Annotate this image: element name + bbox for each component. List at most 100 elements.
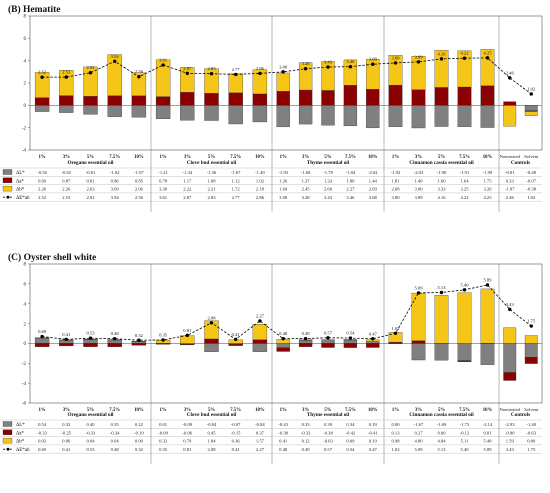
point-delta-e bbox=[393, 331, 398, 336]
point-delta-e bbox=[113, 336, 117, 341]
bar-delta-a bbox=[321, 343, 335, 348]
bar-delta-l bbox=[366, 105, 380, 129]
table-cell: 0.32 bbox=[62, 422, 71, 427]
table-cell: 5.48 bbox=[483, 439, 492, 444]
table-cell: 0.01 bbox=[159, 422, 168, 427]
x-tick-label: 5% bbox=[324, 408, 331, 413]
x-tick-label: 7.5% bbox=[109, 408, 120, 413]
x-tick-label: 5% bbox=[208, 155, 215, 160]
table-cell: 1.08 bbox=[207, 178, 216, 183]
bar-delta-a bbox=[298, 343, 313, 347]
legend-swatch-dL bbox=[2, 421, 13, 427]
table-cell: -1.40 bbox=[526, 422, 536, 427]
table-cell: 0.22 bbox=[135, 422, 144, 427]
bar-delta-l bbox=[411, 105, 426, 129]
table-cell: 0.45 bbox=[207, 430, 216, 435]
data-label-delta-e: 5.89 bbox=[483, 277, 492, 282]
x-tick-label: 3% bbox=[302, 155, 309, 160]
bar-delta-a bbox=[411, 89, 426, 106]
bar-delta-l bbox=[276, 343, 290, 348]
table-cell: -1.07 bbox=[134, 170, 144, 175]
table-cell: 0.41 bbox=[62, 447, 71, 452]
table-cell: 2.27 bbox=[346, 187, 355, 192]
table-cell: 3.89 bbox=[414, 195, 423, 200]
table-cell: -1.67 bbox=[231, 170, 241, 175]
data-label-delta-e: 0.69 bbox=[38, 329, 47, 334]
table-cell: -0.25 bbox=[62, 430, 72, 435]
bar-delta-a bbox=[59, 95, 74, 106]
bar-delta-a bbox=[343, 85, 358, 106]
group-label: Clove bud essential oil bbox=[187, 412, 237, 418]
point-delta-e bbox=[508, 76, 512, 80]
bar-delta-l bbox=[252, 343, 268, 352]
group-label: Controls bbox=[511, 412, 530, 418]
y-tick-label: 2 bbox=[24, 82, 27, 87]
table-cell: -0.56 bbox=[37, 170, 47, 175]
bar-delta-l bbox=[204, 105, 219, 121]
bar-delta-b bbox=[252, 324, 268, 340]
bar-delta-l bbox=[204, 343, 219, 352]
table-cell: -0.07 bbox=[231, 422, 241, 427]
bar-delta-l bbox=[276, 105, 290, 128]
table-cell: -1.68 bbox=[301, 170, 311, 175]
x-tick-label: 5% bbox=[438, 155, 445, 160]
table-cell: 2.27 bbox=[256, 447, 265, 452]
bar-delta-a bbox=[131, 343, 147, 346]
point-delta-e bbox=[137, 338, 141, 342]
x-tick-label: 10% bbox=[134, 408, 144, 413]
table-cell: 2.92 bbox=[86, 195, 95, 200]
table-cell: 2.06 bbox=[135, 187, 144, 192]
point-delta-e bbox=[416, 60, 421, 64]
table-cell: -0.07 bbox=[526, 178, 536, 183]
point-delta-e bbox=[40, 75, 44, 79]
table-cell: -0.33 bbox=[86, 430, 96, 435]
y-tick-label: 4 bbox=[24, 59, 27, 64]
table-cell: 3.69 bbox=[111, 187, 120, 192]
bar-delta-b bbox=[321, 61, 335, 91]
table-cell: 0.48 bbox=[111, 447, 120, 452]
bar-delta-a bbox=[434, 87, 449, 106]
x-tick-label: 1% bbox=[159, 155, 166, 160]
data-label-delta-e: 5.40 bbox=[460, 282, 469, 287]
legend-label: ΔL* bbox=[16, 171, 25, 176]
bar-delta-l bbox=[83, 339, 98, 344]
table-cell: 1.60 bbox=[437, 178, 446, 183]
table-cell: 0.35 bbox=[111, 422, 120, 427]
bar-delta-b bbox=[34, 72, 50, 98]
table-cell: -1.49 bbox=[255, 170, 265, 175]
table-cell: 0.41 bbox=[279, 439, 288, 444]
bar-delta-a bbox=[411, 340, 426, 344]
table-cell: -0.38 bbox=[526, 187, 536, 192]
table-cell: 0.86 bbox=[111, 178, 120, 183]
table-cell: 1.44 bbox=[369, 178, 378, 183]
table-cell: -0.33 bbox=[301, 430, 311, 435]
table-cell: 1.37 bbox=[302, 178, 311, 183]
table-cell: 3.68 bbox=[369, 195, 378, 200]
table-cell: -2.14 bbox=[483, 422, 493, 427]
data-label-delta-e: 2.86 bbox=[256, 66, 265, 71]
table-cell: 2.77 bbox=[232, 195, 241, 200]
legend-swatch-db bbox=[2, 437, 13, 444]
table-cell: -1.34 bbox=[183, 170, 193, 175]
bar-delta-l bbox=[321, 105, 335, 126]
data-label-delta-e: 4.22 bbox=[460, 51, 469, 56]
data-label-delta-e: 0.48 bbox=[279, 331, 288, 336]
bar-delta-a bbox=[276, 347, 290, 352]
point-delta-e bbox=[113, 59, 117, 64]
table-cell: 0.69 bbox=[38, 178, 47, 183]
bar-delta-l bbox=[480, 105, 495, 128]
table-cell: 2.26 bbox=[38, 187, 47, 192]
point-delta-e bbox=[416, 291, 421, 295]
x-tick-label: 3% bbox=[184, 408, 191, 413]
bar-delta-a bbox=[228, 343, 243, 346]
bar-delta-b bbox=[503, 327, 517, 344]
table-cell: 1.12 bbox=[232, 178, 241, 183]
table-cell: -1.92 bbox=[391, 170, 401, 175]
point-delta-e bbox=[462, 56, 467, 60]
table-cell: -1.21 bbox=[158, 170, 168, 175]
data-label-delta-e: 2.83 bbox=[207, 66, 216, 71]
table-cell: 1.02 bbox=[527, 195, 536, 200]
bar-delta-a bbox=[343, 343, 358, 348]
table-cell: 0.57 bbox=[324, 447, 333, 452]
table-cell: -1.84 bbox=[346, 170, 356, 175]
